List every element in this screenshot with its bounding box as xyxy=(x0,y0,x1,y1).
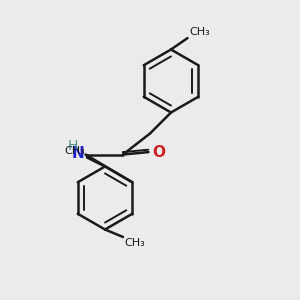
Text: CH₃: CH₃ xyxy=(65,146,85,156)
Text: CH₃: CH₃ xyxy=(189,27,210,37)
Text: O: O xyxy=(152,145,165,160)
Text: H: H xyxy=(68,139,78,153)
Text: N: N xyxy=(71,146,84,161)
Text: CH₃: CH₃ xyxy=(124,238,145,248)
